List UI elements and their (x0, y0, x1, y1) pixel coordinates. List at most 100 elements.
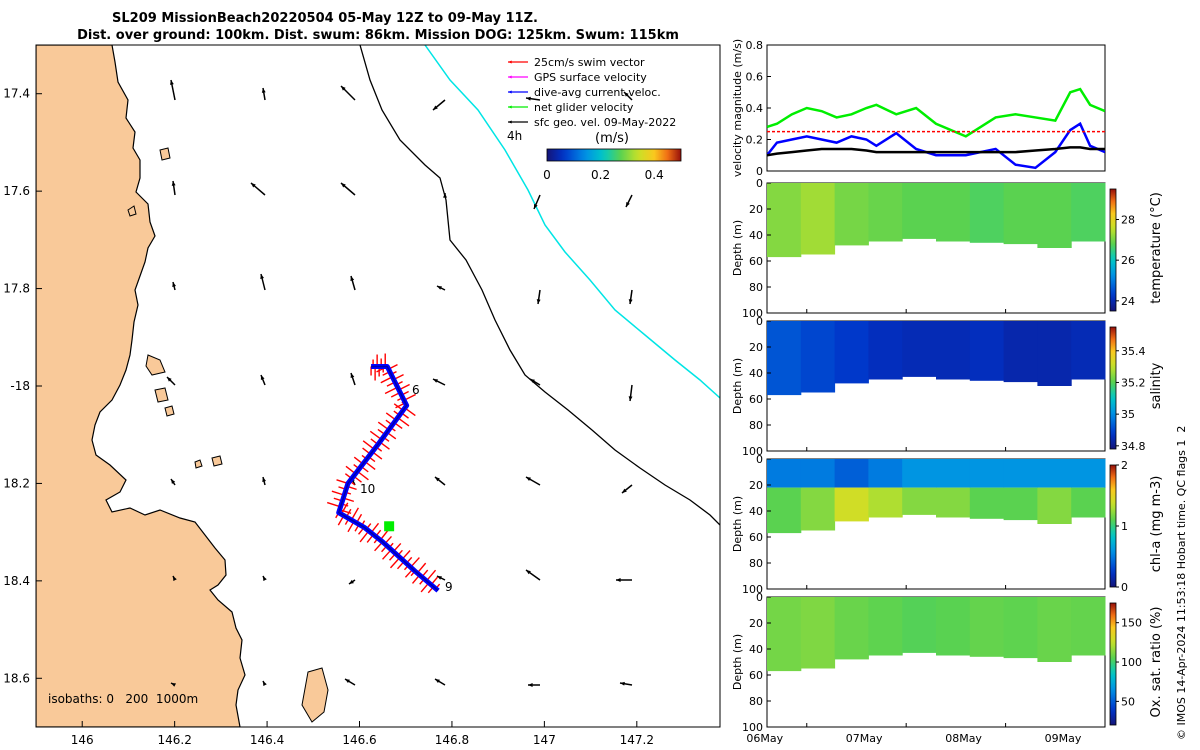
map-y-tick-label: 17.8 (3, 282, 30, 296)
map-x-tick-label: 146.8 (435, 733, 469, 747)
map-colorbar-tick: 0.4 (645, 168, 664, 182)
depth-tick: 40 (749, 367, 763, 380)
section-cell (936, 321, 971, 380)
date-tick-label: 08May (945, 732, 982, 745)
section-cell (868, 459, 903, 488)
section-cell (969, 183, 1005, 243)
map-y-tick-label: 18.4 (3, 574, 30, 588)
depth-tick: 100 (742, 445, 763, 458)
isobath-200m (359, 45, 720, 526)
velocity-panel: 0 0.2 0.4 0.6 0.8 velocity magnitude (m/s) (731, 39, 1106, 178)
map-x-tick-label: 146 (71, 733, 94, 747)
section-panel-temp: 0 20 40 60 80 100 Depth (m) 24 26 28 temperature (… (731, 177, 1164, 320)
map-x-tick-label: 147 (533, 733, 556, 747)
depth-tick: 0 (756, 177, 763, 190)
legend-label: dive-avg current veloc. (534, 86, 661, 99)
depth-tick: 20 (749, 203, 763, 216)
section-colorbar (1109, 602, 1117, 726)
section-colorbar (1109, 188, 1117, 312)
section-cell (1003, 487, 1038, 521)
depth-tick: 60 (749, 669, 763, 682)
colorbar-label: Ox. sat. ratio (%) (1149, 607, 1164, 718)
depth-tick: 20 (749, 617, 763, 630)
velocity-y-tick: 0.6 (746, 71, 764, 84)
section-cell (1037, 597, 1072, 662)
section-ylabel: Depth (m) (731, 634, 744, 690)
section-cell (834, 459, 869, 488)
map-panel: 146 146.2 146.4 146.6 146.8 147 147.2 17.4 17.6… (3, 44, 721, 747)
section-cell (1071, 459, 1106, 488)
depth-tick: 100 (742, 721, 763, 734)
section-ylabel: Depth (m) (731, 358, 744, 414)
colorbar-tick: 35.2 (1121, 376, 1146, 389)
map-x-tick-label: 147.2 (620, 733, 654, 747)
section-cell (800, 487, 836, 531)
map-colorbar (546, 148, 682, 162)
velocity-y-tick: 0 (756, 165, 763, 178)
depth-tick: 80 (749, 557, 763, 570)
section-cell (1037, 321, 1072, 386)
section-cell (834, 183, 869, 246)
velocity-y-tick: 0.4 (746, 102, 764, 115)
map-colorbar-tick: 0.2 (591, 168, 610, 182)
section-cell (800, 183, 836, 255)
map-y-tick-label: -18 (10, 379, 30, 393)
isobath-1000m (424, 45, 720, 399)
colorbar-tick: 35 (1121, 408, 1135, 421)
velocity-series-line (767, 121, 1105, 170)
depth-tick: 20 (749, 479, 763, 492)
section-cell (936, 597, 971, 656)
section-panel-chl: 0 20 40 60 80 100 Depth (m) 0 1 2 chl-a (mg m-3) (731, 453, 1164, 596)
section-cell (1071, 597, 1106, 656)
section-cell (969, 597, 1005, 657)
track-label-6: 6 (412, 383, 420, 397)
depth-tick: 0 (756, 591, 763, 604)
section-cell (902, 597, 937, 653)
colorbar-tick: 0 (1121, 581, 1128, 594)
depth-tick: 80 (749, 419, 763, 432)
islands (127, 147, 329, 723)
section-cell (834, 487, 869, 522)
velocity-series-line (767, 146, 1105, 157)
colorbar-label: chl-a (mg m-3) (1149, 476, 1164, 573)
section-cell (1037, 183, 1072, 248)
section-cell (868, 487, 903, 518)
section-cell (936, 487, 971, 518)
date-tick-label: 07May (846, 732, 883, 745)
section-cell (800, 321, 836, 393)
legend-label: sfc geo. vel. 09-May-2022 (534, 116, 676, 129)
section-cell (1037, 487, 1072, 524)
velocity-ylabel: velocity magnitude (m/s) (731, 39, 744, 177)
colorbar-tick: 24 (1121, 295, 1135, 308)
section-cell (1037, 459, 1072, 488)
legend-label: GPS surface velocity (534, 71, 647, 84)
depth-tick: 40 (749, 505, 763, 518)
colorbar-tick: 2 (1121, 459, 1128, 472)
section-cell (1003, 183, 1038, 245)
section-cell (767, 321, 802, 396)
section-ylabel: Depth (m) (731, 496, 744, 552)
depth-tick: 80 (749, 695, 763, 708)
map-y-tick-label: 18.6 (3, 671, 30, 685)
depth-tick: 80 (749, 281, 763, 294)
velocity-y-tick: 0.2 (746, 134, 764, 147)
depth-tick: 0 (756, 453, 763, 466)
track-label-10: 10 (360, 482, 375, 496)
isobaths-label: isobaths: 0 200 1000m (48, 692, 198, 706)
section-colorbar (1109, 464, 1117, 588)
map-y-tick-label: 17.6 (3, 184, 30, 198)
colorbar-tick: 150 (1121, 617, 1142, 630)
section-cell (800, 597, 836, 669)
section-cell (902, 183, 937, 239)
section-cell (969, 487, 1005, 519)
section-cell (1071, 487, 1106, 518)
depth-tick: 40 (749, 229, 763, 242)
section-cell (868, 597, 903, 656)
depth-tick: 40 (749, 643, 763, 656)
section-cell (868, 183, 903, 242)
depth-tick: 20 (749, 341, 763, 354)
colorbar-tick: 35.4 (1121, 345, 1146, 358)
colorbar-title: (m/s) (595, 131, 629, 146)
section-panel-sal: 0 20 40 60 80 100 Depth (m) 34.8 35 35.2 35.4salin… (731, 315, 1164, 458)
